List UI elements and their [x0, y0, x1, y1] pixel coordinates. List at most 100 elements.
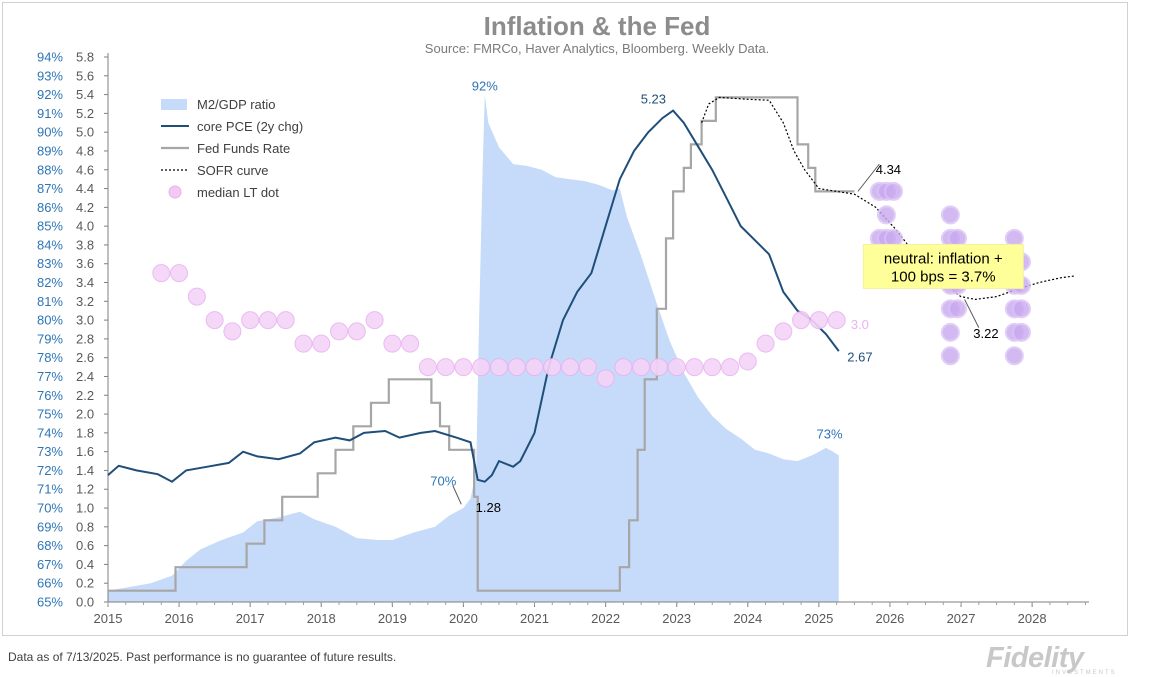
- median-lt-dot: [703, 358, 722, 377]
- y-right-tick-label: 1.8: [76, 425, 94, 440]
- y-left-tick-label: 90%: [37, 125, 63, 140]
- y-right-tick-label: 4.0: [76, 219, 94, 234]
- fomc-dot: [1011, 322, 1031, 342]
- y-right-tick-label: 0.6: [76, 538, 94, 553]
- median-lt-dot: [756, 334, 775, 353]
- legend-swatch-m2: [161, 99, 187, 110]
- x-tick-label: 2019: [378, 611, 407, 626]
- median-lt-dot: [561, 358, 580, 377]
- median-lt-dot: [330, 322, 349, 341]
- data-label: 2.67: [847, 350, 872, 365]
- y-left-tick-label: 92%: [37, 87, 63, 102]
- median-lt-dot: [507, 358, 526, 377]
- y-right-tick-label: 1.2: [76, 482, 94, 497]
- chart: Inflation & the Fed Source: FMRCo, Haver…: [37, 11, 1089, 626]
- y-right-tick-label: 4.8: [76, 143, 94, 158]
- y-left-tick-label: 78%: [37, 350, 63, 365]
- fidelity-logo-sub: INVESTMENTS: [1052, 670, 1117, 676]
- median-lt-dot: [685, 358, 704, 377]
- y-right-tick-label: 1.6: [76, 444, 94, 459]
- y-left-tick-label: 81%: [37, 294, 63, 309]
- fomc-dot: [1004, 346, 1024, 366]
- y-left-tick-label: 71%: [37, 482, 63, 497]
- data-label: 73%: [817, 427, 843, 442]
- y-right-tick-label: 5.4: [76, 87, 94, 102]
- series-core-pce-line: [107, 109, 840, 483]
- x-tick-label: 2017: [236, 611, 265, 626]
- y-left-tick-label: 93%: [37, 68, 63, 83]
- median-lt-dot: [792, 311, 811, 330]
- y-right-tick-label: 2.4: [76, 369, 94, 384]
- y-right-tick-label: 3.2: [76, 294, 94, 309]
- x-tick-label: 2020: [449, 611, 478, 626]
- x-tick-label: 2023: [662, 611, 691, 626]
- data-label: 1.28: [476, 500, 501, 515]
- median-lt-dot: [596, 369, 615, 388]
- y-left-tick-label: 85%: [37, 219, 63, 234]
- legend-label-m2: M2/GDP ratio: [197, 97, 276, 112]
- median-lt-dot: [401, 334, 420, 353]
- legend-label-dot: median LT dot: [197, 185, 279, 200]
- y-right-tick-label: 2.8: [76, 331, 94, 346]
- median-lt-dot: [774, 322, 793, 341]
- legend: M2/GDP ratio core PCE (2y chg) Fed Funds…: [161, 97, 303, 200]
- median-lt-dot: [472, 358, 491, 377]
- series-m2-area: [108, 94, 839, 602]
- median-lt-dot: [276, 311, 295, 330]
- median-lt-dot: [223, 322, 242, 341]
- y-right-tick-label: 0.0: [76, 595, 94, 610]
- data-label: 4.34: [876, 162, 901, 177]
- legend-label-pce: core PCE (2y chg): [197, 119, 303, 134]
- chart-subtitle: Source: FMRCo, Haver Analytics, Bloomber…: [425, 41, 769, 56]
- legend-label-ffr: Fed Funds Rate: [197, 141, 290, 156]
- y-left-tick-label: 84%: [37, 237, 63, 252]
- y-left-tick-label: 75%: [37, 407, 63, 422]
- y-left-tick-label: 73%: [37, 444, 63, 459]
- median-lt-dot: [525, 358, 544, 377]
- median-lt-dot: [632, 358, 651, 377]
- y-right-tick-label: 0.2: [76, 576, 94, 591]
- y-left-tick-label: 70%: [37, 501, 63, 516]
- y-right-tick-label: 4.4: [76, 181, 94, 196]
- y-right-tick-label: 5.8: [76, 50, 94, 65]
- median-lt-dot: [667, 358, 686, 377]
- fomc-dot: [876, 205, 896, 225]
- y-left-tick-label: 72%: [37, 463, 63, 478]
- median-lt-dot: [258, 311, 277, 330]
- median-lt-dot: [827, 311, 846, 330]
- data-label: 92%: [472, 79, 498, 94]
- y-left-tick-label: 83%: [37, 256, 63, 271]
- y-left-tick-label: 74%: [37, 425, 63, 440]
- median-lt-dot: [454, 358, 473, 377]
- median-lt-dot: [294, 334, 313, 353]
- median-lt-dot: [241, 311, 260, 330]
- y-right-tick-label: 2.2: [76, 388, 94, 403]
- y-left-tick-label: 88%: [37, 162, 63, 177]
- y-left-tick-label: 77%: [37, 369, 63, 384]
- y-left-tick-label: 68%: [37, 538, 63, 553]
- y-left-tick-label: 89%: [37, 143, 63, 158]
- y-right-tick-label: 3.6: [76, 256, 94, 271]
- neutral-callout-text: 100 bps = 3.7%: [891, 268, 996, 285]
- chart-frame: Inflation & the Fed Source: FMRCo, Haver…: [2, 2, 1128, 636]
- fomc-dot: [947, 299, 967, 319]
- x-tick-label: 2021: [520, 611, 549, 626]
- median-lt-dot: [489, 358, 508, 377]
- x-tick-label: 2026: [875, 611, 904, 626]
- median-lt-dot: [436, 358, 455, 377]
- y-left-tick-label: 76%: [37, 388, 63, 403]
- y-left-tick-label: 80%: [37, 313, 63, 328]
- y-right-tick-label: 2.0: [76, 407, 94, 422]
- x-tick-label: 2024: [733, 611, 762, 626]
- legend-swatch-dot: [168, 185, 182, 199]
- fomc-dot: [884, 181, 904, 201]
- data-label: 3.22: [973, 326, 998, 341]
- y-left-tick-label: 69%: [37, 519, 63, 534]
- y-right-tick-label: 4.2: [76, 200, 94, 215]
- x-tick-label: 2016: [165, 611, 194, 626]
- median-lt-dot: [614, 358, 633, 377]
- plot-area: 65% 66% 67% 68% 69% 70% 71% 72% 73% 74% 75% 76% 77% 7…: [37, 50, 1089, 626]
- fomc-dot: [940, 205, 960, 225]
- y-right-tick-label: 0.8: [76, 519, 94, 534]
- x-tick-label: 2025: [804, 611, 833, 626]
